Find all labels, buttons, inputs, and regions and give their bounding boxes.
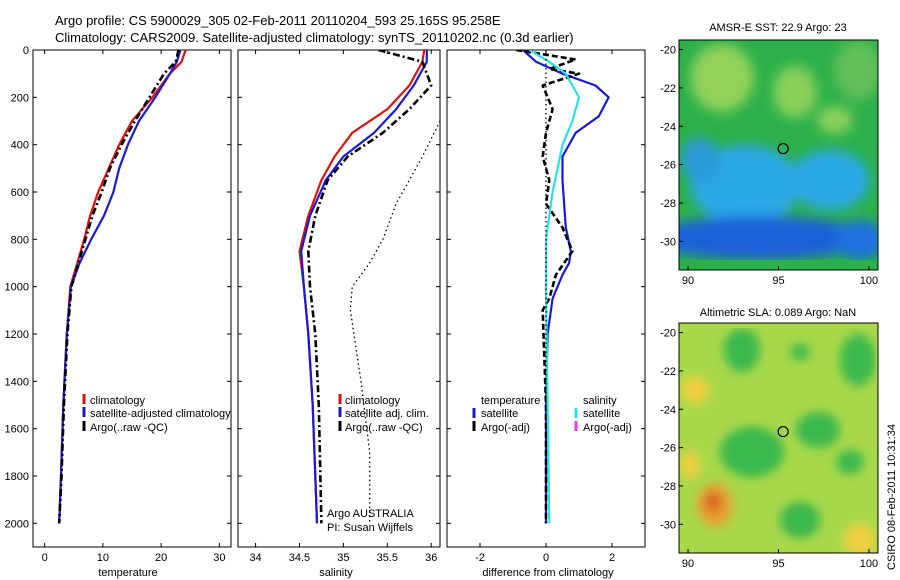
map-xtick-label: 95 [772,275,784,287]
ytick-label: 1000 [5,282,29,294]
map-ytick-label: -26 [660,160,676,172]
series-line-satellite-adj-clim [300,50,428,524]
difference-lines [516,50,610,524]
map-ytick-label: -20 [660,328,676,340]
map-xtick-label: 90 [682,275,694,287]
map-ytick-label: -22 [660,83,676,95]
series-line-reference [349,120,440,524]
legend-label-satellite: satellite-adjusted climatology [90,408,231,420]
temperature-xlabel: temperature [98,567,157,579]
series-line-salinity-satellite [528,50,581,524]
salinity-legend: climatology satellite adj. clim. Argo(..… [338,394,429,434]
ytick-label: 2000 [5,518,29,530]
xtick-label: 34 [249,552,261,564]
xtick-label: -2 [475,552,485,564]
map-ytick-label: -30 [660,236,676,248]
generation-stamp: CSIRO 08-Feb-2011 10:31:34 [886,424,898,570]
ytick-label: 0 [23,45,29,57]
map-ytick-label: -20 [660,45,676,57]
argo-location-marker [777,425,789,438]
sla-map-axes: 90 95 100 -20 -22 -24 -26 -28 -30 [660,328,878,570]
ytick-label: 1600 [5,424,29,436]
ytick-label: 800 [11,234,29,246]
sal-legend-label-satellite: satellite adj. clim. [345,408,429,420]
xtick-label: 10 [97,552,109,564]
float-pi: PI: Susan Wijffels [327,522,413,534]
ytick-label: 1800 [5,471,29,483]
diff-legend-temp-argo-label: Argo(-adj) [481,422,530,434]
salinity-panel-frame [237,49,441,548]
map-ytick-label: -26 [660,443,676,455]
ytick-label: 1400 [5,376,29,388]
xtick-label: 20 [155,552,167,564]
series-line-climatology [298,50,426,524]
difference-xlabel: difference from climatology [482,567,614,579]
legend-label-climatology: climatology [90,395,146,407]
diff-legend-temp-sat-label: satellite [481,408,518,420]
xtick-label: 0 [543,552,549,564]
ytick-label: 600 [11,187,29,199]
diff-legend-sal-argo-label: Argo(-adj) [583,422,632,434]
legend-label-argo: Argo(..raw -QC) [90,422,168,434]
series-line-argo-raw-qc [306,50,433,524]
difference-legend-salinity: salinity satellite Argo(-adj) [574,395,632,434]
temperature-lines [57,50,187,524]
xtick-label: 35.5 [377,552,398,564]
sst-map-axes: 90 95 100 -20 -22 -24 -26 -28 -30 [660,45,878,287]
temperature-legend: climatology satellite-adjusted climatolo… [82,394,231,434]
map-ytick-label: -28 [660,481,676,493]
figure-title-line1: Argo profile: CS 5900029_305 02-Feb-2011… [55,13,501,28]
ytick-label: 1200 [5,329,29,341]
map-xtick-label: 90 [682,558,694,570]
xtick-label: 36 [425,552,437,564]
difference-legend-temperature: temperature satellite Argo(-adj) [472,395,540,434]
diff-legend-salinity-title: salinity [583,395,617,407]
sla-map-title: Altimetric SLA: 0.089 Argo: NaN [700,307,857,319]
salinity-lines [298,50,440,524]
ytick-label: 200 [11,92,29,104]
salinity-xlabel: salinity [319,567,353,579]
xtick-label: 0 [42,552,48,564]
xtick-label: 35 [337,552,349,564]
sst-map-title: AMSR-E SST: 22.9 Argo: 23 [709,22,847,34]
temperature-axes: 0 10 20 30 0 200 400 600 800 1000 1200 1400 1600 1800… [5,45,231,564]
map-ytick-label: -30 [660,519,676,531]
map-ytick-label: -24 [660,121,676,133]
figure-title-line2: Climatology: CARS2009. Satellite-adjuste… [55,30,574,45]
salinity-axes: 34 34.5 35 35.5 36 [238,49,440,564]
series-line-satellite-adjusted-climatology [58,50,182,524]
sal-legend-label-argo: Argo(..raw -QC) [345,422,423,434]
map-xtick-label: 100 [860,558,878,570]
ytick-label: 400 [11,140,29,152]
map-ytick-label: -28 [660,198,676,210]
map-xtick-label: 100 [860,275,878,287]
xtick-label: 2 [609,552,615,564]
map-ytick-label: -22 [660,366,676,378]
series-line-temperature-satellite [522,50,610,524]
sal-legend-label-climatology: climatology [345,395,401,407]
sla-map-field [679,323,878,553]
difference-axes: -2 0 2 [447,49,645,564]
diff-legend-sal-sat-label: satellite [583,408,620,420]
legend-overflow-mask [232,395,237,435]
series-line-climatology [58,50,187,524]
map-ytick-label: -24 [660,404,676,416]
diff-legend-temperature-title: temperature [481,395,540,407]
argo-location-marker [777,142,789,155]
temperature-panel-frame [32,49,232,548]
xtick-label: 34.5 [289,552,310,564]
xtick-label: 30 [213,552,225,564]
sst-map-field [679,40,878,270]
float-institution: Argo AUSTRALIA [327,508,414,520]
map-xtick-label: 95 [772,558,784,570]
series-line-argo-raw-qc [57,50,180,524]
